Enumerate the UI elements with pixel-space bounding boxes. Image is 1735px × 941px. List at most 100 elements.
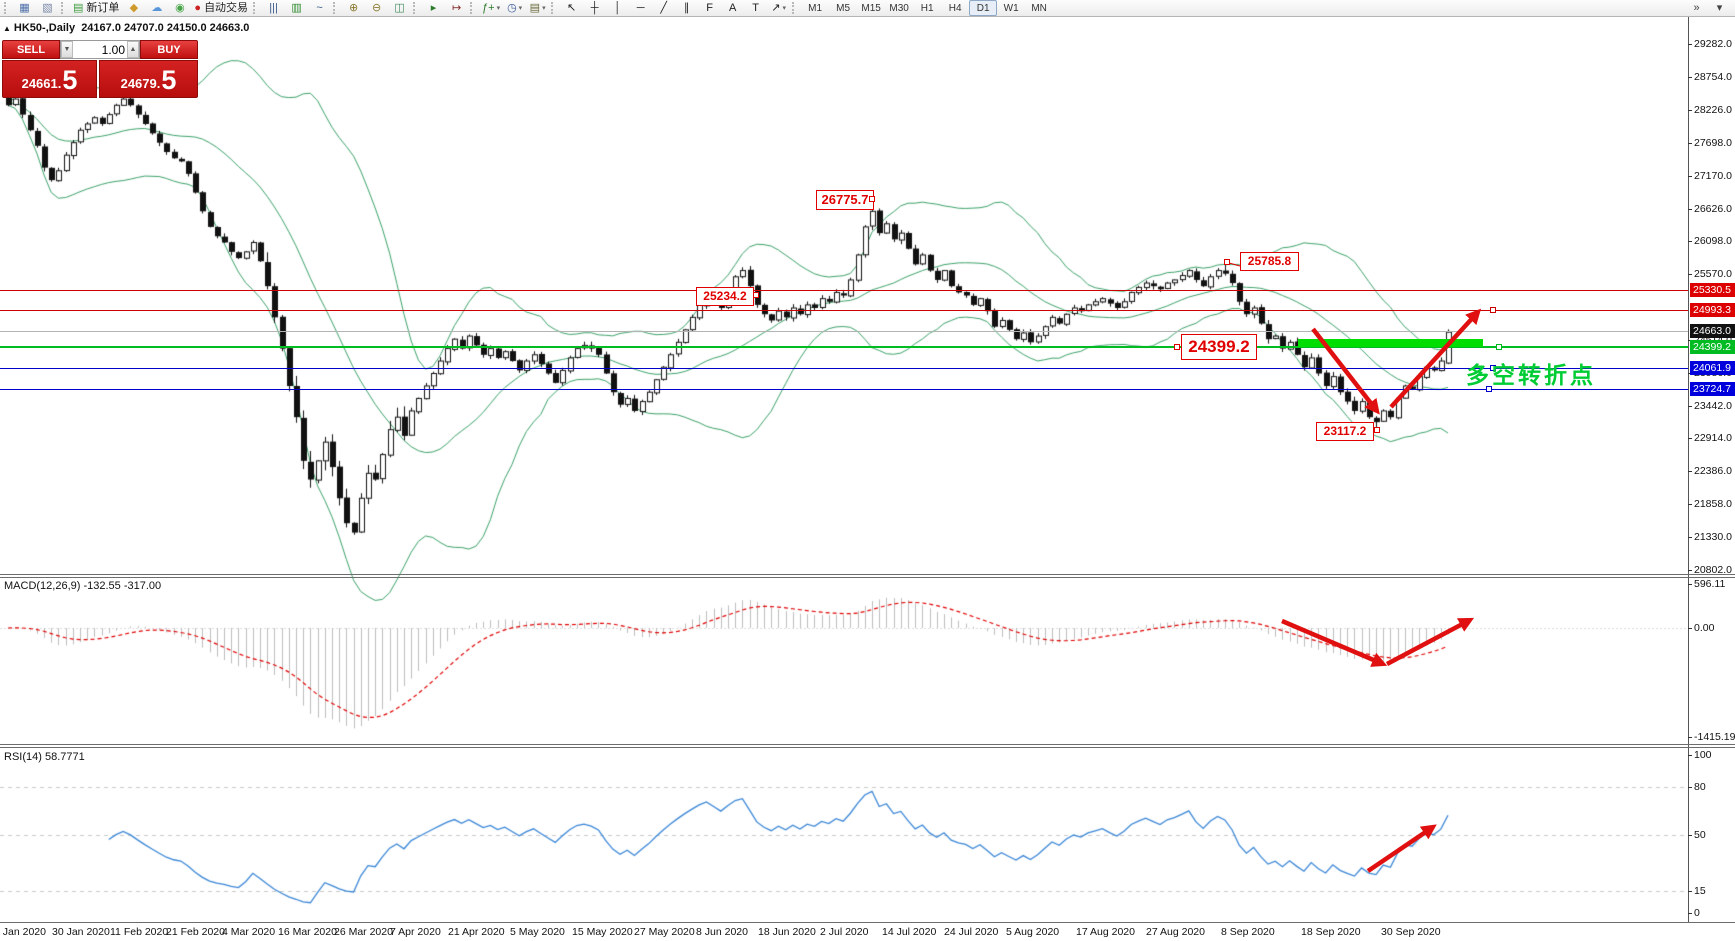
timeframe-m5[interactable]: M5 [836, 2, 851, 14]
timeframe-m30[interactable]: M30 [889, 2, 909, 14]
sell-price-panel[interactable]: 24661. 5 [2, 60, 97, 98]
new-order-button[interactable]: ▤ 新订单 [70, 0, 122, 17]
tile-windows-icon: ◫ [394, 1, 405, 14]
rsi-axis-tick [1688, 787, 1692, 788]
level-line-anchor-square [1486, 386, 1492, 392]
timeframe-d1[interactable]: D1 [969, 0, 998, 16]
price-label-23117-anchor [1374, 427, 1380, 433]
autotrading-button[interactable]: ● 自动交易 [191, 0, 251, 17]
toolbar-grip [253, 2, 259, 14]
chevron-down-icon: ▾ [496, 4, 501, 12]
buy-button[interactable]: BUY [140, 40, 198, 59]
toolbar-overflow-icon[interactable]: » [1693, 1, 1700, 14]
date-axis-label: 14 Jul 2020 [882, 926, 937, 938]
volume-increase-button[interactable]: ▲ [127, 41, 139, 58]
rsi-axis-label: 50 [1694, 829, 1706, 841]
price-label-25785[interactable]: 25785.8 [1240, 252, 1299, 271]
trendline-button[interactable]: ╱ [652, 0, 675, 17]
text-label-button[interactable]: T [744, 0, 767, 17]
crosshair-icon: ┼ [590, 1, 599, 14]
horizontal-level-line-24663.0[interactable] [0, 331, 1688, 332]
cursor-button[interactable]: ↖ [560, 0, 583, 17]
chevron-down-icon: ▾ [518, 4, 523, 12]
timeframe-m15[interactable]: M15 [861, 2, 881, 14]
horizontal-level-line-25330.5[interactable] [0, 290, 1688, 291]
rsi-axis-tick [1688, 835, 1692, 836]
date-axis-label: 18 Sep 2020 [1301, 926, 1361, 938]
horizontal-level-line-24993.3[interactable] [0, 310, 1688, 311]
indicators-button[interactable]: ƒ+ ▾ [479, 0, 503, 17]
profiles-button[interactable]: ▧ [36, 0, 59, 17]
sell-button[interactable]: SELL [2, 40, 60, 59]
chart-symbol-period: HK50-,Daily [13, 22, 76, 34]
date-axis-label: 8 Jun 2020 [696, 926, 748, 938]
timeframe-mn[interactable]: MN [1031, 2, 1047, 14]
periods-button[interactable]: ◷ ▾ [503, 0, 526, 17]
turning-point-annotation[interactable]: 多空转折点 [1466, 362, 1596, 388]
price-axis-label: 21330.0 [1694, 531, 1732, 543]
price-badge-25330.5: 25330.5 [1690, 283, 1735, 297]
templates-button[interactable]: ▤ ▾ [526, 0, 549, 17]
toolbar-menu-icon[interactable]: ▾ [1716, 1, 1723, 14]
date-axis-label: 8 Sep 2020 [1221, 926, 1275, 938]
horizontal-line-button[interactable]: ─ [629, 0, 652, 17]
signal-button[interactable]: ◉ [168, 0, 191, 17]
horizontal-level-line-24061.9[interactable] [0, 368, 1688, 369]
price-axis-tick [1688, 504, 1692, 505]
timeframe-w1[interactable]: W1 [1003, 2, 1019, 14]
auto-scroll-icon: ▸ [430, 1, 437, 14]
level-line-anchor-square [1496, 344, 1502, 350]
price-label-23117[interactable]: 23117.2 [1316, 422, 1374, 441]
price-badge-24993.3: 24993.3 [1690, 303, 1735, 317]
date-axis-label: 21 Feb 2020 [166, 926, 225, 938]
chart-shift-button[interactable]: ↦ [445, 0, 468, 17]
price-axis-label: 28754.0 [1694, 71, 1732, 83]
auto-scroll-button[interactable]: ▸ [422, 0, 445, 17]
vertical-line-button[interactable]: │ [606, 0, 629, 17]
equidistant-channel-button[interactable]: ∥ [675, 0, 698, 17]
volume-input[interactable] [73, 41, 127, 58]
arrows-button[interactable]: ↗ ▾ [767, 0, 790, 17]
price-axis-tick [1688, 77, 1692, 78]
crosshair-button[interactable]: ┼ [583, 0, 606, 17]
toolbar-grip [413, 2, 419, 14]
text-icon: A [728, 1, 737, 14]
zoom-in-icon: ⊕ [348, 1, 359, 14]
rsi-axis-label: 0 [1694, 907, 1700, 919]
chart-window-button[interactable]: ▦ [13, 0, 36, 17]
line-chart-button[interactable]: ~ [308, 0, 331, 17]
chart-wizard-button[interactable]: ◆ [122, 0, 145, 17]
date-axis-label: 30 Jan 2020 [52, 926, 110, 938]
cloud-button[interactable]: ☁ [145, 0, 168, 17]
timeframe-m1[interactable]: M1 [808, 2, 823, 14]
fibonacci-button[interactable]: F [698, 0, 721, 17]
price-label-24399[interactable]: 24399.2 [1181, 334, 1257, 360]
level-line-anchor-square [1490, 307, 1496, 313]
price-axis-label: 27698.0 [1694, 137, 1732, 149]
equidistant-channel-icon: ∥ [683, 1, 690, 14]
support-zone-bar[interactable] [1298, 339, 1483, 347]
chart-title: ▲ HK50-,Daily 24167.0 24707.0 24150.0 246… [3, 22, 249, 34]
price-label-25234[interactable]: 25234.2 [696, 287, 754, 306]
tile-windows-button[interactable]: ◫ [388, 0, 411, 17]
buy-price-panel[interactable]: 24679. 5 [99, 60, 198, 98]
candlestick-chart-button[interactable]: ▥ [285, 0, 308, 17]
collapse-caret-icon[interactable]: ▲ [3, 24, 11, 33]
date-axis-label: 6 Jan 2020 [0, 926, 46, 938]
volume-decrease-button[interactable]: ▼ [61, 41, 73, 58]
timeframe-h4[interactable]: H4 [948, 2, 962, 14]
rsi-axis-tick [1688, 755, 1692, 756]
bar-chart-button[interactable]: ||| [262, 0, 285, 17]
text-label-icon: T [752, 1, 759, 14]
zoom-out-button[interactable]: ⊖ [365, 0, 388, 17]
zoom-in-button[interactable]: ⊕ [342, 0, 365, 17]
text-button[interactable]: A [721, 0, 744, 17]
cursor-icon: ↖ [567, 1, 577, 14]
timeframe-h1[interactable]: H1 [920, 2, 934, 14]
horizontal-level-line-24399.2[interactable] [0, 346, 1688, 348]
macd-axis-label: 596.11 [1694, 578, 1726, 590]
horizontal-level-line-23724.7[interactable] [0, 389, 1688, 390]
chevron-down-icon: ▾ [542, 4, 546, 12]
price-label-26775[interactable]: 26775.7 [816, 190, 874, 210]
